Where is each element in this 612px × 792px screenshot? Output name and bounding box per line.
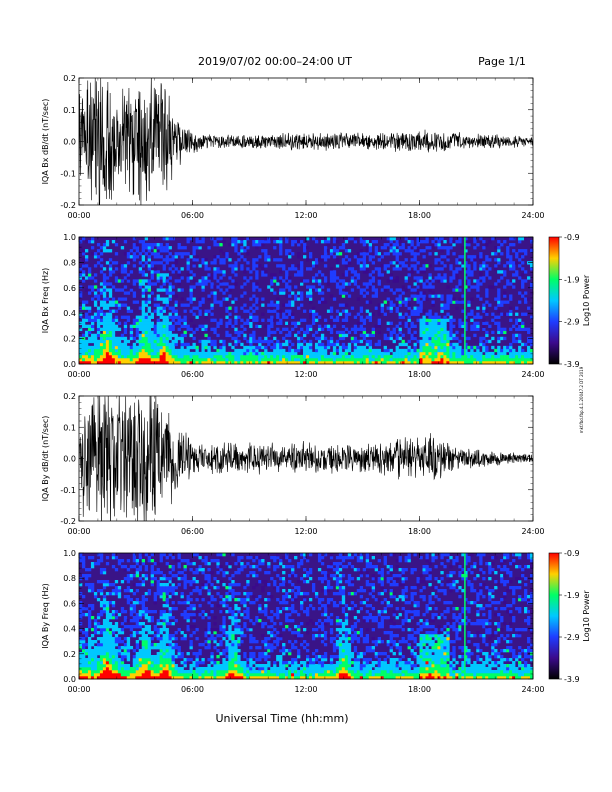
bx_spectrogram-xtick-label: 12:00	[294, 370, 317, 379]
by_spectrogram-xtick-label: 18:00	[408, 685, 431, 694]
bx_waveform-ytick-label: 0.1	[63, 106, 76, 115]
by_spectrogram-ytick-label: 0.0	[63, 675, 76, 684]
bx_spectrogram-xtick-label: 24:00	[521, 370, 544, 379]
bx_spectrogram-ytick-label: 0.8	[63, 258, 76, 267]
bx_spectrogram-colorbar-tick: -2.9	[564, 318, 580, 327]
bx_spectrogram-xtick-label: 18:00	[408, 370, 431, 379]
by_waveform-xtick-label: 18:00	[408, 527, 431, 536]
bx_spectrogram-ylabel: IQA Bx Freq (Hz)	[41, 268, 50, 334]
by_waveform-ytick-label: -0.1	[60, 486, 76, 495]
page-label: Page 1/1	[478, 55, 526, 68]
bx_waveform-xtick-label: 24:00	[521, 211, 544, 220]
bx_spectrogram-ytick-label: 0.6	[63, 284, 76, 293]
by_spectrogram-xtick-label: 24:00	[521, 685, 544, 694]
bx_waveform-trace	[79, 78, 533, 205]
by_spectrogram-ylabel: IQA By Freq (Hz)	[41, 583, 50, 649]
bx_waveform-xtick-label: 06:00	[181, 211, 204, 220]
by_waveform-trace	[79, 396, 533, 521]
by_spectrogram-ytick-label: 0.2	[63, 650, 76, 659]
bx_spectrogram-ytick-label: 0.2	[63, 335, 76, 344]
by_spectrogram-colorbar	[548, 552, 560, 680]
by_spectrogram-colorbar-tick: -1.9	[564, 591, 580, 600]
bx_spectrogram-colorbar-tick: -0.9	[564, 233, 580, 242]
bx_waveform-panel: -0.2 -0.1 0.0 0.1 0.2 00:00 06:00 12:00 18:00 24:…	[41, 74, 545, 220]
x-axis-label: Universal Time (hh:mm)	[216, 712, 349, 725]
date-title: 2019/07/02 00:00–24:00 UT	[198, 55, 352, 68]
panels-group: -0.2 -0.1 0.0 0.1 0.2 00:00 06:00 12:00 18:00 24:…	[41, 74, 591, 694]
by_waveform-ytick-label: 0.2	[63, 392, 76, 401]
by_spectrogram-colorbar-tick: -2.9	[564, 633, 580, 642]
by_spectrogram-xtick-label: 12:00	[294, 685, 317, 694]
by_waveform-xtick-label: 12:00	[294, 527, 317, 536]
by_spectrogram-ytick-label: 0.4	[63, 625, 76, 634]
bx_waveform-ytick-label: 0.2	[63, 74, 76, 83]
by_waveform-ytick-label: 0.1	[63, 423, 76, 432]
bx_spectrogram-xtick-label: 00:00	[67, 370, 90, 379]
bx_waveform-ytick-label: 0.0	[63, 138, 76, 147]
side-note: mkf.fbd.fbp.4.1.20047.2 DT 2019	[579, 366, 584, 433]
by_spectrogram-colorbar-tick: -3.9	[564, 675, 580, 684]
by_spectrogram-colorbar-label: Log10 Power	[582, 590, 591, 642]
bx_spectrogram-ytick-label: 1.0	[63, 233, 76, 242]
bx_waveform-xtick-label: 00:00	[67, 211, 90, 220]
bx_waveform-ytick-label: -0.2	[60, 201, 76, 210]
by_waveform-xtick-label: 06:00	[181, 527, 204, 536]
by_waveform-ytick-label: 0.0	[63, 455, 76, 464]
bx_spectrogram-colorbar-tick: -3.9	[564, 360, 580, 369]
bx_spectrogram-ytick-label: 0.0	[63, 360, 76, 369]
by_spectrogram-xtick-label: 06:00	[181, 685, 204, 694]
by_spectrogram-panel: -0.9 -1.9 -2.9 -3.9 Log10 Power 0.0 0.2 0.4 0.6 0…	[41, 549, 591, 694]
by_waveform-ylabel: IQA By dB/dt (nT/sec)	[41, 416, 50, 502]
bx_spectrogram-panel: -0.9 -1.9 -2.9 -3.9 Log10 Power 0.0 0.2 0.4 0.6 0…	[41, 233, 591, 379]
by_spectrogram-xtick-label: 00:00	[67, 685, 90, 694]
bx_waveform-ytick-label: -0.1	[60, 169, 76, 178]
by_waveform-ytick-label: -0.2	[60, 517, 76, 526]
bx_spectrogram-colorbar-tick: -1.9	[564, 275, 580, 284]
bx_waveform-xtick-label: 12:00	[294, 211, 317, 220]
by_spectrogram-ytick-label: 0.6	[63, 599, 76, 608]
by_spectrogram-ytick-label: 0.8	[63, 574, 76, 583]
by_waveform-xtick-label: 00:00	[67, 527, 90, 536]
bx_waveform-xtick-label: 18:00	[408, 211, 431, 220]
bx_spectrogram-xtick-label: 06:00	[181, 370, 204, 379]
by_spectrogram-ytick-label: 1.0	[63, 549, 76, 558]
bx_waveform-ylabel: IQA Bx dB/dt (nT/sec)	[41, 99, 50, 185]
bx_spectrogram-colorbar	[548, 236, 560, 365]
by_waveform-panel: -0.2 -0.1 0.0 0.1 0.2 00:00 06:00 12:00 18:00 24:…	[41, 392, 545, 536]
by_spectrogram-colorbar-tick: -0.9	[564, 549, 580, 558]
bx_spectrogram-ytick-label: 0.4	[63, 309, 76, 318]
by_waveform-xtick-label: 24:00	[521, 527, 544, 536]
bx_spectrogram-colorbar-label: Log10 Power	[582, 274, 591, 326]
